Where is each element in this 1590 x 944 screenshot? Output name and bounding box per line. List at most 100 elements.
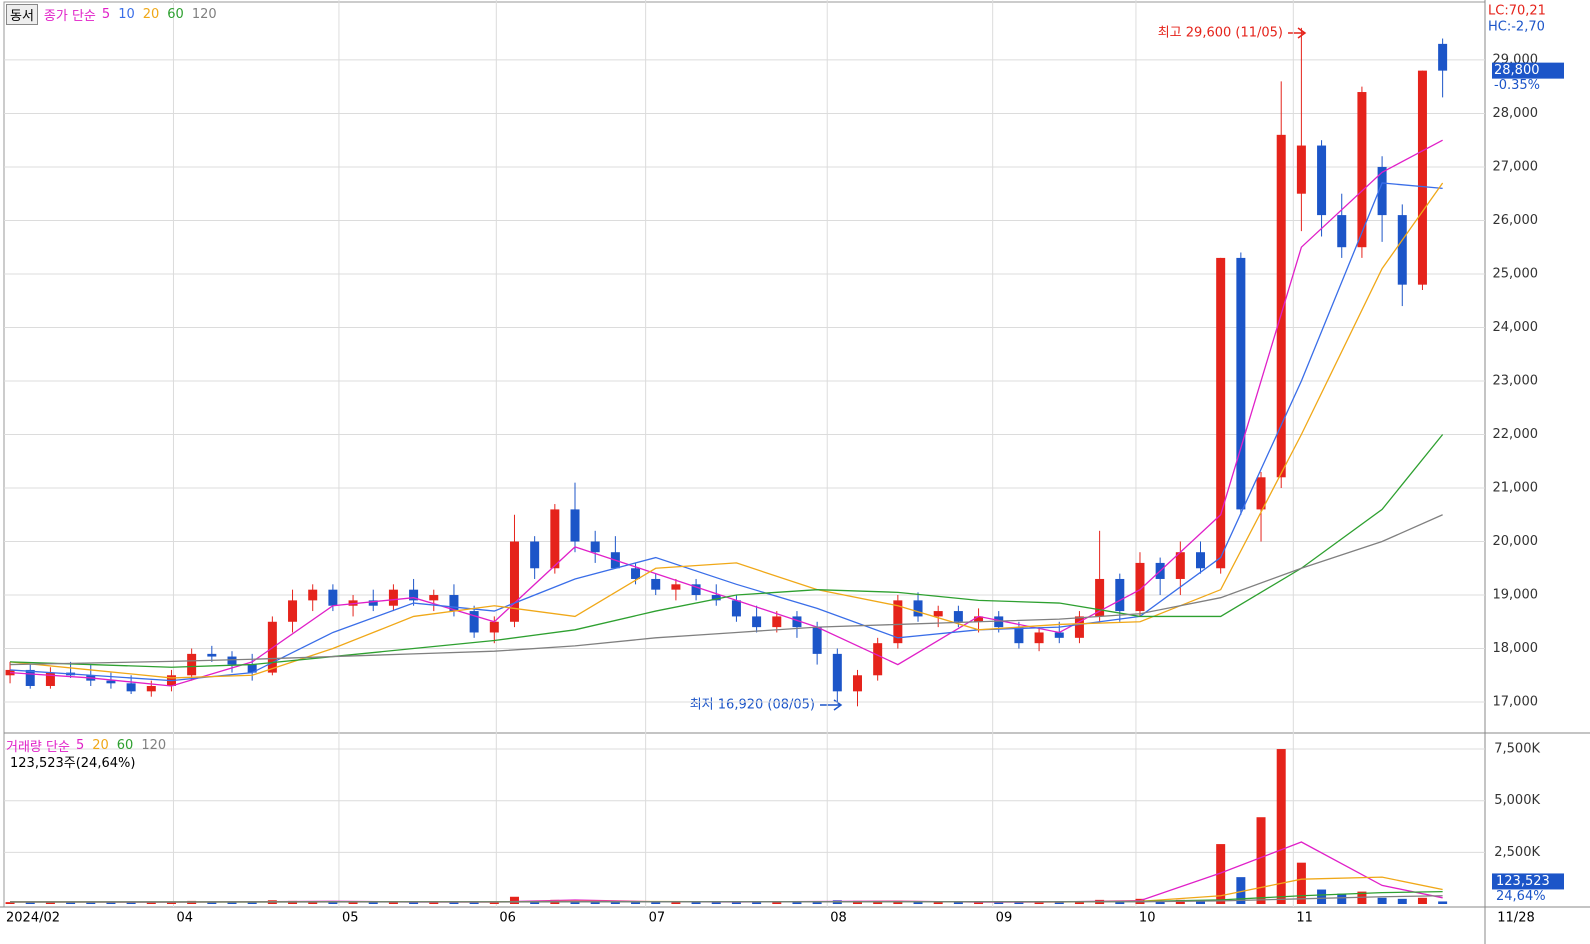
legend-entry: 60 — [167, 7, 184, 22]
candle-body — [570, 509, 580, 542]
candle-body — [671, 584, 681, 590]
volume-bar — [1054, 902, 1064, 904]
candle-body — [207, 653, 217, 657]
candle-body — [590, 541, 600, 553]
candle-body — [994, 616, 1004, 628]
volume-bar — [631, 902, 641, 904]
candle-body — [25, 669, 35, 686]
legend-items: 5 20 60 120 — [76, 738, 166, 753]
y-tick-label: 21,000 — [1493, 481, 1539, 496]
y-tick-label: 2,500K — [1494, 845, 1540, 860]
candle-body — [1074, 616, 1084, 638]
legend-entry: 5 — [101, 7, 111, 22]
x-tick-label: 10 — [1139, 911, 1156, 926]
volume-bar — [1074, 901, 1084, 904]
candle-body — [812, 627, 822, 654]
candle-body — [731, 600, 741, 617]
candle-body — [953, 611, 963, 622]
volume-bar — [207, 902, 217, 904]
volume-bar — [933, 902, 943, 904]
volume-bar — [711, 902, 721, 904]
candle-body — [1175, 552, 1185, 579]
volume-bar — [146, 902, 156, 904]
volume-bar — [328, 902, 338, 904]
y-tick-label: 22,000 — [1493, 427, 1539, 442]
volume-bar — [731, 901, 741, 904]
candle-body — [873, 643, 883, 676]
y-tick-label: 26,000 — [1493, 213, 1539, 228]
moving-average — [10, 434, 1444, 668]
candle-body — [1417, 70, 1427, 285]
legend-entry: 20 — [142, 7, 160, 22]
volume-bar — [489, 902, 499, 904]
volume-bar — [368, 902, 378, 904]
volume-bar — [1216, 844, 1226, 904]
y-tick-label: 27,000 — [1493, 159, 1539, 174]
symbol-button[interactable]: 동서 — [6, 4, 38, 25]
volume-bar — [5, 902, 15, 904]
legend-label: 종가 단순 — [43, 9, 96, 24]
candle-body — [45, 672, 55, 686]
x-tick-label: 11 — [1296, 911, 1313, 926]
candle-body — [409, 589, 419, 601]
candle-body — [1196, 552, 1206, 569]
volume-bar — [388, 901, 398, 904]
volume-bar — [873, 901, 883, 904]
candle-body — [1034, 632, 1044, 644]
candle-body — [792, 616, 802, 628]
candle-body — [974, 616, 984, 622]
volume-bar — [126, 901, 136, 904]
volume-bar — [610, 901, 620, 904]
volume-bar — [1115, 901, 1125, 904]
volume-bar — [1155, 901, 1165, 904]
volume-bar — [166, 901, 176, 904]
candle-body — [368, 600, 378, 606]
volume-bar — [449, 902, 459, 904]
last-volume: 123,523 — [1496, 874, 1550, 889]
candle-body — [1377, 166, 1387, 216]
moving-average — [10, 514, 1443, 666]
candle-body — [227, 656, 237, 665]
volume-bar — [1317, 889, 1327, 904]
volume-bar — [1438, 901, 1448, 904]
candle-body — [1256, 477, 1266, 510]
candle-body — [1236, 257, 1246, 510]
legend-entry: 120 — [141, 738, 167, 753]
volume-bar — [852, 900, 862, 904]
volume-bar — [1236, 877, 1246, 904]
hc-label: HC:-2,70 — [1488, 20, 1545, 35]
candle-body — [106, 680, 116, 684]
candle-body — [651, 578, 661, 590]
volume-bar — [590, 901, 600, 904]
candle-body — [711, 595, 721, 601]
x-tick-label: 08 — [830, 911, 847, 926]
candle-body — [1014, 627, 1024, 644]
candle-body — [893, 600, 903, 644]
moving-average — [10, 182, 1443, 682]
candle-body — [1095, 578, 1105, 617]
volume-bar — [247, 901, 257, 904]
candle-body — [1438, 43, 1448, 71]
candle-body — [146, 685, 156, 692]
candle-body — [126, 683, 136, 692]
last-date: 11/28 — [1497, 911, 1534, 926]
volume-bar — [1034, 902, 1044, 904]
candle-body — [469, 611, 479, 633]
volume-bar — [1377, 897, 1387, 904]
volume-bar — [691, 902, 701, 904]
volume-legend: 거래량 단순 5 20 60 120 — [6, 736, 166, 755]
candle-body — [1115, 578, 1125, 612]
candle-body — [913, 600, 923, 617]
volume-bar — [409, 902, 419, 904]
last-price: 28,800 — [1494, 63, 1540, 78]
volume-bar — [752, 901, 762, 904]
candle-body — [187, 653, 197, 676]
plot-frame — [3, 1, 1486, 908]
candle-body — [328, 589, 338, 606]
y-tick-label: 25,000 — [1493, 266, 1539, 281]
volume-bar — [994, 902, 1004, 904]
candle-body — [1054, 632, 1064, 638]
volume-bar — [792, 902, 802, 904]
candle-body — [933, 611, 943, 617]
